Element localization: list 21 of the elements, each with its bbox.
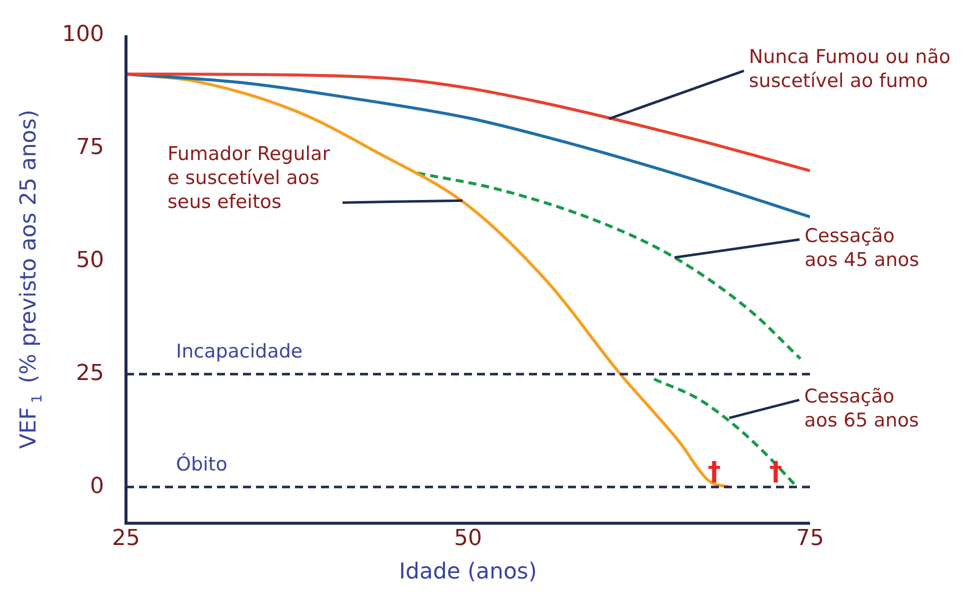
x-tick-label: 50 — [454, 526, 482, 552]
line-series — [652, 378, 796, 486]
annotation: Nunca Fumou ou não suscetível ao fumo — [748, 46, 950, 92]
annotation: † — [769, 456, 782, 487]
y-tick-label: 75 — [76, 134, 104, 160]
y-tick-label: 50 — [76, 248, 104, 273]
ref-line-label: Incapacidade — [176, 340, 303, 363]
annotation: † — [708, 456, 721, 487]
y-tick-label: 25 — [76, 360, 104, 386]
line-series — [416, 172, 802, 360]
y-axis-title: VEF1 (% previsto aos 25 anos) — [16, 110, 46, 449]
x-axis-title: Idade (anos) — [399, 560, 537, 585]
annotation: Cessação aos 45 anos — [804, 224, 920, 271]
ref-line-label: Óbito — [176, 452, 228, 476]
y-tick-label: 100 — [62, 22, 104, 47]
line-series — [126, 72, 731, 489]
annotation: Cessação aos 65 anos — [804, 385, 919, 432]
x-tick-label: 75 — [796, 526, 824, 552]
x-tick-label: 25 — [112, 526, 140, 552]
annotation: Fumador Regular e suscetível aos seus efeitos — [168, 143, 330, 214]
y-tick-label: 0 — [90, 474, 104, 499]
